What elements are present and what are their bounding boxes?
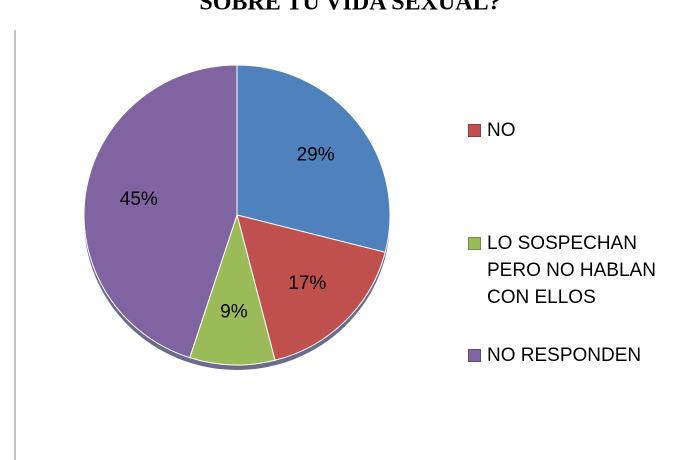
legend-label: NO bbox=[487, 120, 516, 141]
pie-slice bbox=[189, 213, 276, 366]
data-label: 9% bbox=[220, 301, 248, 322]
legend-item: NO bbox=[468, 117, 688, 144]
legend-swatch bbox=[468, 124, 481, 137]
legend-item: LO SOSPECHAN PERO NO HABLAN CON ELLOS bbox=[468, 230, 688, 311]
data-label: 29% bbox=[297, 144, 335, 165]
legend-label: LO SOSPECHAN PERO NO HABLAN CON ELLOS bbox=[487, 233, 656, 308]
legend-item: NO RESPONDEN bbox=[468, 342, 688, 369]
chart-title: SOBRE TU VIDA SEXUAL? bbox=[199, 0, 500, 16]
legend-swatch bbox=[468, 237, 481, 250]
data-label: 45% bbox=[120, 189, 158, 210]
pie-slice bbox=[236, 64, 391, 253]
pie-slice bbox=[83, 64, 238, 359]
pie: 29% 17% 9% 45% bbox=[83, 64, 391, 370]
data-label: 17% bbox=[288, 273, 326, 294]
legend-label: NO RESPONDEN bbox=[487, 345, 642, 366]
pie-slice bbox=[236, 214, 386, 361]
legend-swatch bbox=[468, 349, 481, 362]
